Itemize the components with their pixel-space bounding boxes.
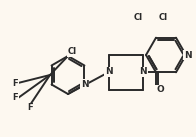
Text: F: F (12, 79, 18, 88)
Text: O: O (156, 85, 164, 95)
Text: F: F (12, 93, 18, 102)
Text: N: N (81, 80, 88, 89)
Text: Cl: Cl (133, 14, 142, 22)
Text: F: F (27, 103, 33, 112)
Text: N: N (105, 68, 113, 76)
Text: Cl: Cl (67, 48, 77, 56)
Text: N: N (139, 68, 147, 76)
Text: Cl: Cl (158, 14, 168, 22)
Text: N: N (184, 51, 192, 59)
